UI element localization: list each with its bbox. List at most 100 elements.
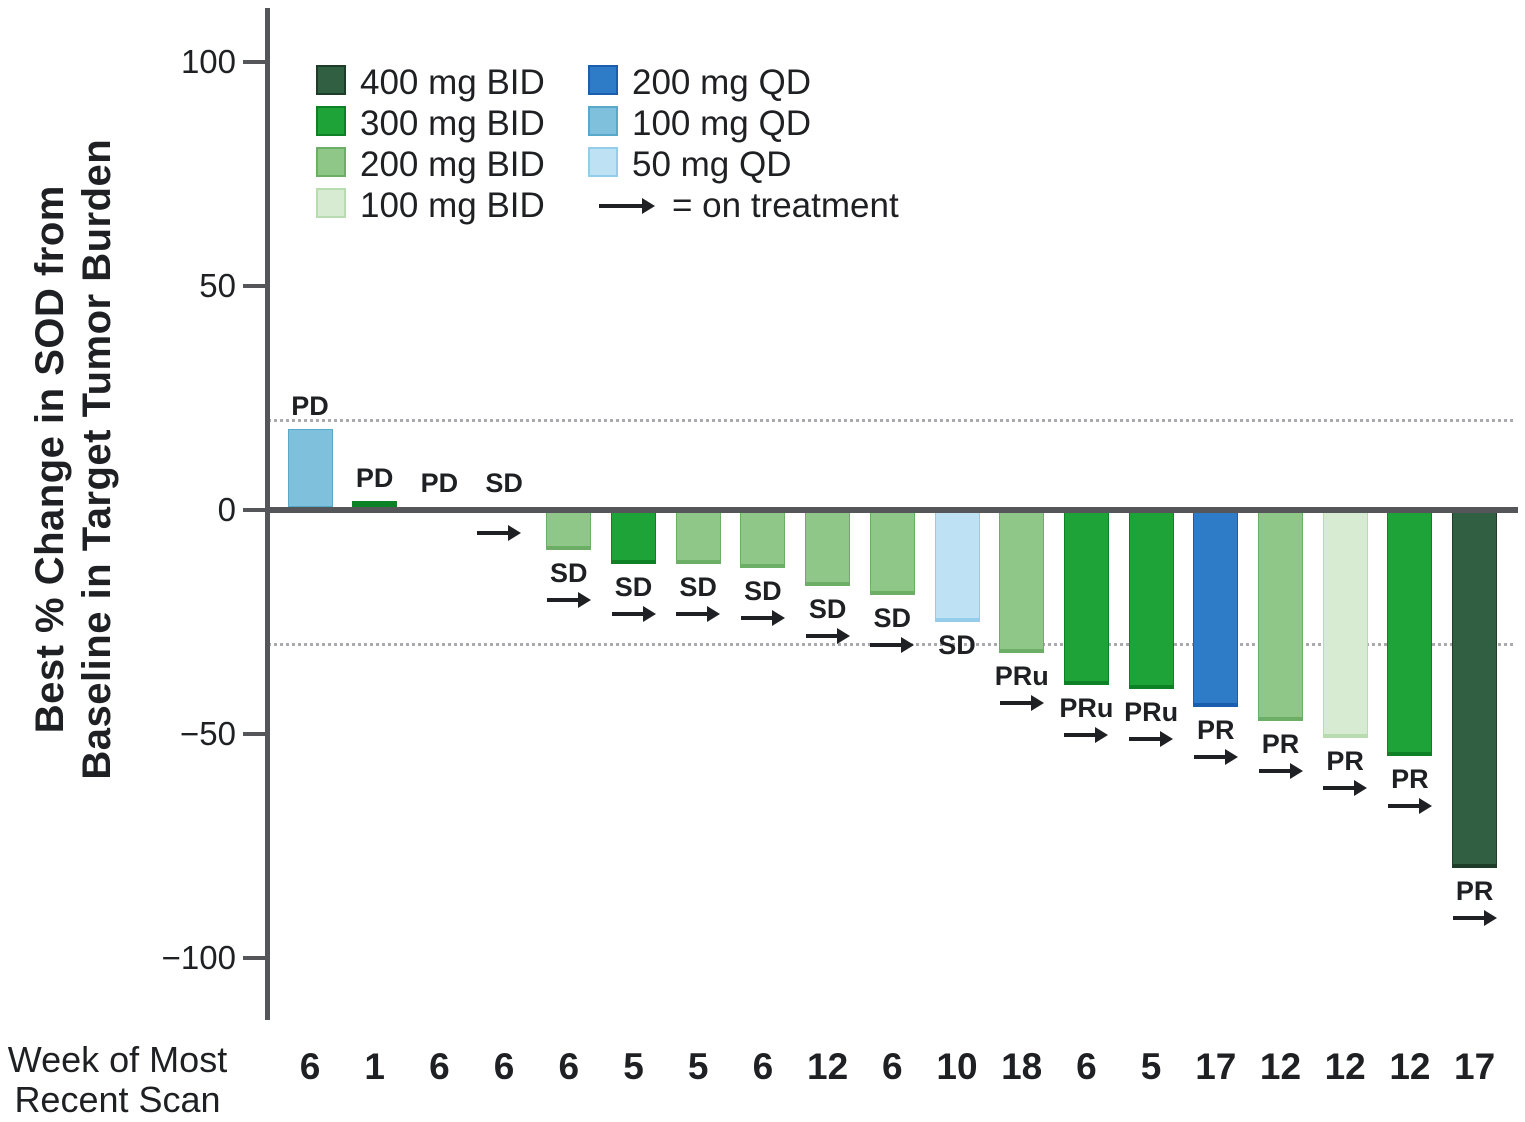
response-group-11: SD (902, 632, 1012, 659)
response-label: SD (938, 630, 976, 660)
legend-label-200-mg-QD: 200 mg QD (632, 63, 811, 102)
response-group-7: SD (643, 571, 753, 623)
legend-swatch-100-mg-QD (588, 106, 618, 136)
week-label-8: 6 (752, 1046, 774, 1087)
x-axis-title-line1: Week of Most (7, 1039, 228, 1080)
y-tick-mark--50 (243, 732, 266, 736)
response-group-6: SD (579, 573, 689, 623)
on-treatment-arrow-icon (1064, 726, 1109, 743)
bar-patient-12-200-mg-BID (999, 510, 1045, 654)
bar-patient-19-400-mg-BID (1452, 510, 1498, 869)
response-label: PRu (1059, 692, 1114, 723)
y-tick-label-100: 100 (180, 43, 236, 80)
y-tick-mark--100 (243, 956, 266, 960)
on-treatment-arrow-icon (1323, 780, 1368, 797)
response-label: PRu (1124, 697, 1179, 728)
response-label: PR (1455, 876, 1494, 907)
response-label: SD (744, 576, 782, 607)
y-tick-label-0: 0 (217, 491, 236, 528)
response-group-15: PR (1161, 717, 1271, 766)
on-treatment-arrow-icon (1387, 798, 1432, 815)
week-label-17: 12 (1324, 1046, 1366, 1087)
on-treatment-arrow-icon (805, 628, 850, 645)
bar-patient-16-200-mg-BID (1258, 510, 1303, 721)
bar-patient-15-200-mg-QD (1193, 510, 1239, 708)
week-label-10: 6 (882, 1046, 903, 1087)
on-treatment-arrow-icon (676, 605, 721, 622)
response-group-18: PR (1355, 766, 1465, 815)
response-group-14: PRu (1096, 699, 1206, 748)
week-label-13: 6 (1076, 1046, 1097, 1087)
x-axis-title-line2: Recent Scan (14, 1078, 221, 1120)
week-label-18: 12 (1389, 1046, 1431, 1087)
response-label: PRu (994, 661, 1049, 692)
y-tick-mark-100 (243, 60, 266, 64)
y-tick-label-50: 50 (199, 267, 236, 304)
legend-label-300-mg-BID: 300 mg BID (360, 104, 545, 143)
bar-patient-1-100-mg-QD (287, 429, 333, 510)
bar-patient-18-300-mg-BID (1387, 510, 1433, 757)
week-label-3: 6 (429, 1046, 450, 1087)
legend-swatch-400-mg-BID (316, 65, 346, 95)
bar-patient-7-200-mg-BID (675, 510, 721, 564)
response-group-1: PD (255, 393, 365, 420)
legend-label-50-mg-QD: 50 mg QD (632, 145, 792, 184)
y-tick-mark-50 (243, 284, 266, 288)
on-treatment-arrow-4 (476, 520, 522, 542)
on-treatment-arrow-icon (599, 198, 655, 214)
y-tick-label--100: −100 (161, 939, 236, 976)
response-group-12: PRu (967, 663, 1077, 712)
response-label: SD (873, 603, 912, 634)
response-label: PD (355, 463, 394, 494)
on-treatment-arrow-icon (546, 592, 591, 609)
bar-patient-9-200-mg-BID (805, 510, 851, 587)
response-label: PD (291, 391, 329, 422)
week-label-16: 12 (1259, 1046, 1302, 1087)
bar-patient-6-300-mg-BID (611, 510, 656, 564)
legend-label-400-mg-BID: 400 mg BID (360, 63, 545, 102)
response-label: SD (808, 594, 847, 625)
week-label-5: 6 (558, 1046, 580, 1087)
on-treatment-arrow-icon (1452, 910, 1497, 927)
week-label-7: 5 (687, 1046, 709, 1087)
response-label: SD (679, 571, 717, 602)
legend-swatch-100-mg-BID (316, 188, 346, 218)
y-tick-label--50: −50 (180, 715, 236, 752)
y-tick-mark-0 (243, 508, 266, 512)
response-group-8: SD (708, 578, 818, 627)
week-label-6: 5 (623, 1046, 644, 1087)
on-treatment-arrow-icon (740, 610, 785, 627)
on-treatment-arrow-icon (999, 695, 1044, 712)
bar-patient-13-300-mg-BID (1063, 510, 1109, 685)
bar-patient-8-200-mg-BID (740, 510, 786, 569)
legend-label-100-mg-QD: 100 mg QD (632, 104, 811, 143)
week-label-1: 6 (299, 1046, 321, 1087)
response-group-4: SD (449, 470, 559, 497)
y-axis-title-line1: Best % Change in SOD from (27, 185, 72, 734)
response-group-13: PRu (1031, 692, 1141, 744)
week-label-9: 12 (807, 1046, 849, 1087)
bar-patient-17-100-mg-BID (1322, 510, 1368, 739)
response-label: SD (550, 558, 588, 589)
week-label-15: 17 (1195, 1046, 1237, 1087)
bar-patient-5-200-mg-BID (546, 510, 592, 551)
response-label: PR (1391, 764, 1429, 795)
response-label: PR (1261, 728, 1300, 759)
response-group-17: PR (1290, 748, 1400, 797)
week-label-2: 1 (364, 1046, 385, 1087)
x-axis-title: Week of Most Recent Scan (0, 1040, 235, 1119)
legend-on-treatment-arrow (598, 193, 656, 215)
response-group-2: PD (320, 465, 430, 492)
legend-swatch-200-mg-QD (588, 65, 618, 95)
on-treatment-arrow-icon (1129, 731, 1174, 748)
bar-patient-11-50-mg-QD (934, 510, 980, 622)
on-treatment-arrow-icon (611, 605, 656, 622)
week-label-4: 6 (493, 1046, 515, 1087)
on-treatment-arrow-icon (477, 525, 522, 541)
y-axis-title-line2: Baseline in Target Tumor Burden (75, 138, 119, 780)
on-treatment-arrow-icon (1193, 749, 1238, 766)
response-group-19: PR (1420, 878, 1525, 927)
reference-line-20 (268, 419, 1513, 423)
bar-patient-2-300-mg-BID (352, 501, 398, 510)
